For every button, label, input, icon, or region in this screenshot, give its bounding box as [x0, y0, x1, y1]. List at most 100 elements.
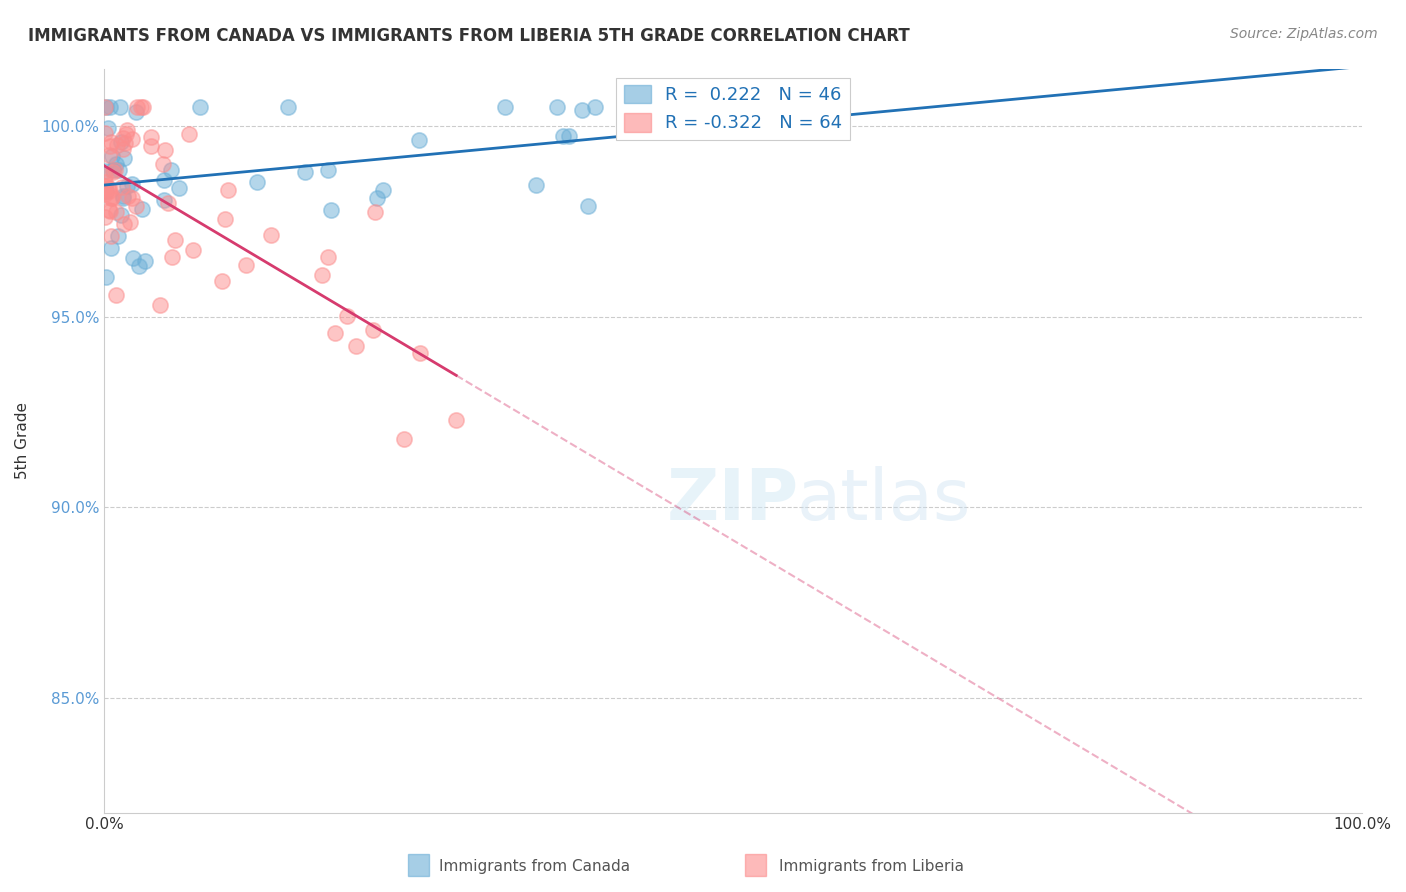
Immigrants from Liberia — [316, 251, 339, 265]
Immigrants from Liberia — [125, 100, 148, 114]
Immigrants from Liberia — [94, 100, 117, 114]
Immigrants from Canada — [558, 129, 581, 144]
Immigrants from Canada — [153, 193, 176, 207]
Immigrants from Canada — [105, 157, 128, 171]
Immigrants from Liberia — [444, 413, 467, 427]
Immigrants from Canada — [108, 100, 131, 114]
Immigrants from Liberia — [156, 196, 179, 211]
Immigrants from Liberia — [149, 298, 172, 312]
Immigrants from Canada — [134, 253, 156, 268]
Immigrants from Liberia — [100, 191, 122, 205]
Immigrants from Canada — [553, 129, 575, 144]
Immigrants from Canada — [371, 183, 394, 197]
Immigrants from Canada — [112, 151, 135, 165]
Immigrants from Liberia — [112, 217, 135, 231]
Immigrants from Canada — [128, 259, 150, 273]
Immigrants from Canada — [571, 103, 593, 117]
Immigrants from Canada — [160, 163, 183, 178]
Immigrants from Liberia — [153, 143, 176, 157]
Immigrants from Liberia — [181, 243, 204, 257]
Immigrants from Liberia — [121, 191, 143, 205]
Immigrants from Liberia — [141, 139, 163, 153]
Immigrants from Liberia — [165, 234, 187, 248]
Immigrants from Canada — [524, 178, 547, 192]
Text: Immigrants from Canada: Immigrants from Canada — [439, 859, 630, 874]
Immigrants from Liberia — [112, 142, 135, 156]
Immigrants from Canada — [94, 270, 117, 285]
Immigrants from Canada — [494, 100, 516, 114]
Text: Immigrants from Liberia: Immigrants from Liberia — [779, 859, 965, 874]
Immigrants from Liberia — [101, 191, 124, 205]
Immigrants from Liberia — [94, 179, 117, 194]
Immigrants from Liberia — [98, 148, 121, 162]
Immigrants from Liberia — [98, 185, 121, 199]
Immigrants from Canada — [125, 105, 148, 120]
Text: IMMIGRANTS FROM CANADA VS IMMIGRANTS FROM LIBERIA 5TH GRADE CORRELATION CHART: IMMIGRANTS FROM CANADA VS IMMIGRANTS FRO… — [28, 27, 910, 45]
Immigrants from Liberia — [344, 338, 367, 352]
Immigrants from Liberia — [115, 128, 138, 142]
Immigrants from Liberia — [217, 183, 239, 197]
Immigrants from Liberia — [311, 268, 333, 283]
Text: ZIP: ZIP — [666, 466, 799, 534]
Immigrants from Liberia — [93, 187, 115, 202]
Immigrants from Liberia — [160, 250, 183, 264]
Y-axis label: 5th Grade: 5th Grade — [15, 402, 30, 479]
Immigrants from Canada — [110, 208, 132, 222]
Immigrants from Liberia — [132, 100, 155, 114]
Immigrants from Liberia — [139, 129, 162, 144]
Immigrants from Canada — [319, 203, 342, 218]
Immigrants from Canada — [546, 100, 568, 114]
Immigrants from Liberia — [117, 189, 139, 203]
Immigrants from Liberia — [409, 346, 432, 360]
Immigrants from Canada — [94, 100, 117, 114]
Immigrants from Canada — [246, 175, 269, 189]
Immigrants from Canada — [583, 100, 606, 114]
Immigrants from Liberia — [98, 204, 121, 219]
Immigrants from Liberia — [361, 323, 384, 337]
Immigrants from Canada — [101, 149, 124, 163]
Immigrants from Liberia — [235, 258, 257, 272]
Immigrants from Liberia — [114, 136, 136, 151]
Immigrants from Liberia — [100, 135, 122, 149]
Immigrants from Liberia — [97, 202, 120, 217]
Immigrants from Canada — [98, 100, 121, 114]
Immigrants from Liberia — [93, 175, 115, 189]
Immigrants from Liberia — [336, 309, 359, 323]
Immigrants from Liberia — [118, 215, 141, 229]
Immigrants from Canada — [94, 164, 117, 178]
Immigrants from Liberia — [111, 130, 134, 145]
Immigrants from Liberia — [104, 163, 127, 178]
Immigrants from Liberia — [104, 288, 127, 302]
Immigrants from Liberia — [101, 165, 124, 179]
Immigrants from Canada — [366, 191, 388, 205]
Immigrants from Canada — [94, 184, 117, 198]
Immigrants from Liberia — [94, 127, 117, 141]
Immigrants from Liberia — [214, 212, 236, 227]
Immigrants from Canada — [121, 177, 143, 191]
Immigrants from Liberia — [129, 100, 152, 114]
Text: Source: ZipAtlas.com: Source: ZipAtlas.com — [1230, 27, 1378, 41]
Immigrants from Canada — [108, 163, 131, 178]
Immigrants from Liberia — [259, 227, 281, 242]
Immigrants from Liberia — [121, 131, 143, 145]
Immigrants from Canada — [294, 164, 316, 178]
Immigrants from Liberia — [93, 179, 115, 194]
Immigrants from Canada — [107, 229, 129, 244]
Immigrants from Canada — [576, 199, 599, 213]
Immigrants from Liberia — [98, 181, 121, 195]
Immigrants from Canada — [110, 136, 132, 150]
Legend: R =  0.222   N = 46, R = -0.322   N = 64: R = 0.222 N = 46, R = -0.322 N = 64 — [616, 78, 849, 140]
Immigrants from Liberia — [211, 274, 233, 288]
Immigrants from Canada — [100, 241, 122, 255]
Immigrants from Canada — [169, 181, 191, 195]
Immigrants from Liberia — [364, 204, 387, 219]
Immigrants from Liberia — [107, 137, 129, 152]
Immigrants from Canada — [316, 162, 339, 177]
Immigrants from Canada — [121, 251, 143, 265]
Immigrants from Canada — [115, 179, 138, 194]
Text: atlas: atlas — [797, 466, 972, 534]
Immigrants from Liberia — [105, 205, 128, 219]
Immigrants from Liberia — [323, 326, 346, 340]
Immigrants from Canada — [188, 100, 211, 114]
Immigrants from Canada — [153, 173, 176, 187]
